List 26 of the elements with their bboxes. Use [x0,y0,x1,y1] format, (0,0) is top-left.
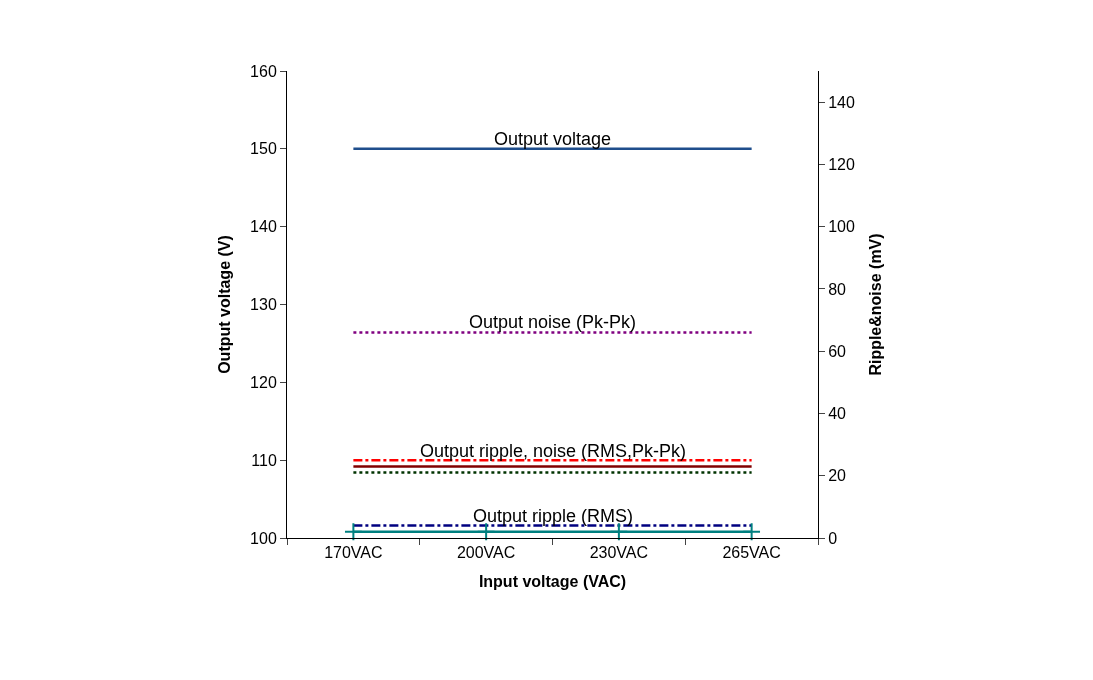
x-tick-label: 170VAC [324,544,383,562]
annotation: Output ripple, noise (RMS,Pk-Pk) [420,441,687,461]
x-tick-label: 200VAC [456,544,516,562]
y-tick-label: 150 [250,140,277,158]
y2-tick-label: 20 [828,467,847,485]
y2-tick-label: 140 [828,93,855,111]
y2-tick-label: 120 [828,156,855,173]
annotation: Output voltage [494,129,612,149]
y-tick-label: 120 [250,373,277,391]
y2-axis-title: Ripple&noise (mV) [866,233,884,376]
y-axis-title: Output voltage (V) [216,235,233,374]
x-tick-label: 230VAC [589,544,649,562]
x-tick-label: 265VAC [722,544,781,562]
annotation: Output noise (Pk-Pk) [469,312,637,332]
y2-tick-label: 100 [828,218,855,236]
y2-tick-label: 60 [828,342,847,360]
y-tick-label: 100 [250,529,277,547]
y-tick-label: 140 [250,218,277,236]
y2-tick-label: 0 [828,529,838,547]
y-tick-label: 130 [250,296,277,314]
annotation: Output ripple (RMS) [473,506,634,526]
y2-tick-label: 40 [828,405,847,423]
x-axis-title: Input voltage (VAC) [478,572,627,590]
y-tick-label: 160 [250,62,277,80]
y-tick-label: 110 [251,451,277,469]
y2-tick-label: 80 [828,280,847,298]
